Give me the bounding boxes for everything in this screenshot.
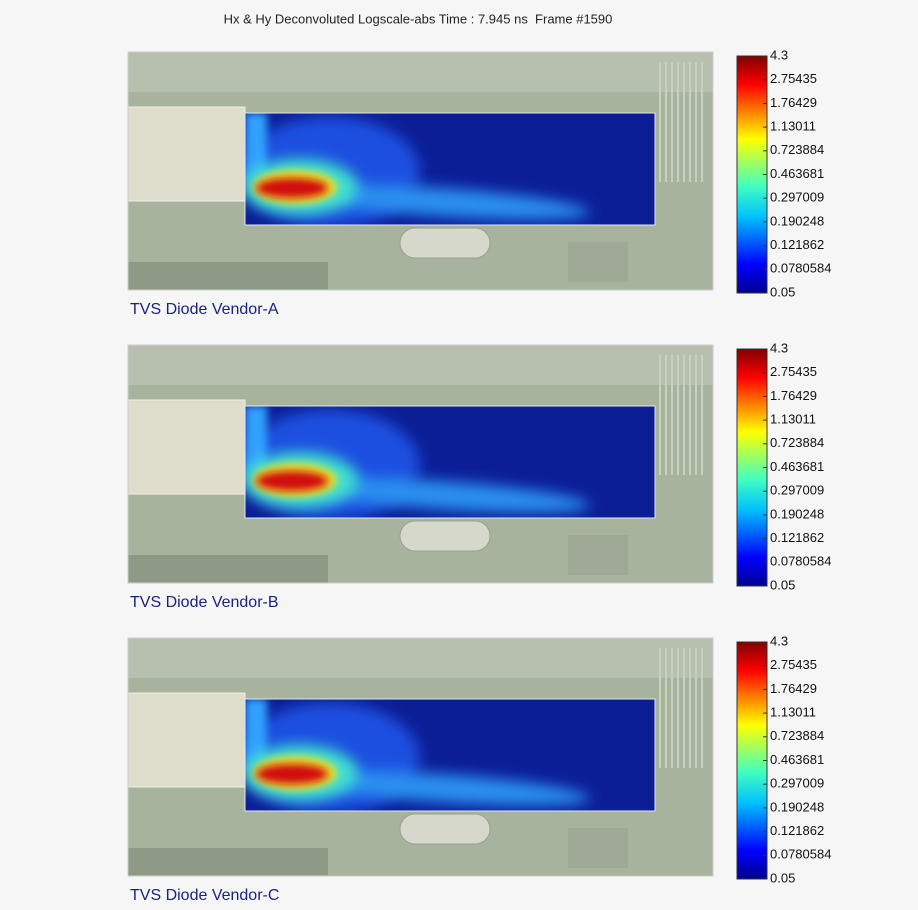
crystal (399, 520, 491, 552)
heat-tail (290, 477, 590, 513)
heatmap (245, 406, 655, 518)
heat-edge (245, 406, 267, 476)
connector-base (128, 262, 328, 290)
heat-edge (245, 699, 267, 769)
colorbar-label: 0.463681 (770, 459, 824, 474)
colorbar-label: 0.190248 (770, 799, 824, 814)
colorbar-label: 2.75435 (770, 657, 817, 672)
heat-frame (244, 698, 656, 812)
colorbar-label: 4.3 (770, 633, 788, 648)
colorbar-label: 1.13011 (770, 412, 816, 427)
panel: TVS Diode Vendor-A 4.3 2.75435 1.76429 1.130… (127, 47, 831, 318)
colorbar-label: 1.76429 (770, 681, 817, 696)
panel: TVS Diode Vendor-B 4.3 2.75435 1.76429 1.130… (127, 340, 831, 611)
colorbar-label: 1.76429 (770, 388, 817, 403)
colorbar-label: 2.75435 (770, 364, 817, 379)
connector-base (128, 848, 328, 876)
colorbar-label: 0.463681 (770, 166, 824, 181)
board-top (128, 52, 713, 92)
colorbar (736, 348, 768, 587)
heat-red (256, 471, 328, 491)
connector (127, 399, 246, 495)
crystal (399, 227, 491, 259)
heat-tail (290, 770, 590, 806)
colorbar-label: 4.3 (770, 47, 788, 62)
crystal (399, 813, 491, 845)
heat-red (256, 178, 328, 198)
title: Hx & Hy Deconvoluted Logscale-abs Time :… (224, 11, 613, 26)
colorbar-label: 0.297009 (770, 190, 824, 205)
colorbar-label: 0.121862 (770, 823, 824, 838)
heat-frame (244, 112, 656, 226)
image-frame (127, 637, 714, 877)
colorbar-label: 0.121862 (770, 237, 824, 252)
panel-label: TVS Diode Vendor-C (130, 887, 279, 904)
colorbar-label: 1.13011 (770, 705, 816, 720)
colorbar-label: 0.190248 (770, 506, 824, 521)
heat-frame (244, 405, 656, 519)
colorbar-label: 0.297009 (770, 776, 824, 791)
colorbar-label: 0.723884 (770, 728, 824, 743)
colorbar-label: 0.723884 (770, 142, 824, 157)
colorbar-label: 1.76429 (770, 95, 817, 110)
heatmap (245, 113, 655, 225)
chip (568, 242, 628, 282)
panel: TVS Diode Vendor-C 4.3 2.75435 1.76429 1.130… (127, 633, 831, 904)
colorbar-label: 1.13011 (770, 119, 816, 134)
board-top (128, 345, 713, 385)
colorbar-label: 0.05 (770, 870, 795, 885)
heatmap (245, 699, 655, 811)
connector (127, 692, 246, 788)
colorbar-label: 0.297009 (770, 483, 824, 498)
colorbar-label: 0.0780584 (770, 847, 831, 862)
colorbar-label: 0.0780584 (770, 261, 831, 276)
board-top (128, 638, 713, 678)
colorbar-label: 0.121862 (770, 530, 824, 545)
image-frame (127, 51, 714, 291)
chip (568, 828, 628, 868)
colorbar (736, 641, 768, 880)
colorbar-label: 0.723884 (770, 435, 824, 450)
panel-label: TVS Diode Vendor-A (130, 301, 279, 318)
panel-label: TVS Diode Vendor-B (130, 594, 279, 611)
connector-base (128, 555, 328, 583)
colorbar-label: 0.190248 (770, 213, 824, 228)
chip (568, 535, 628, 575)
colorbar-label: 4.3 (770, 340, 788, 355)
colorbar-label: 0.463681 (770, 752, 824, 767)
heat-red (256, 764, 328, 784)
colorbar-label: 0.05 (770, 577, 795, 592)
colorbar-label: 0.05 (770, 284, 795, 299)
connector (127, 106, 246, 202)
colorbar (736, 55, 768, 294)
image-frame (127, 344, 714, 584)
colorbar-label: 2.75435 (770, 71, 817, 86)
heat-edge (245, 113, 267, 183)
heat-tail (290, 184, 590, 220)
colorbar-label: 0.0780584 (770, 554, 831, 569)
